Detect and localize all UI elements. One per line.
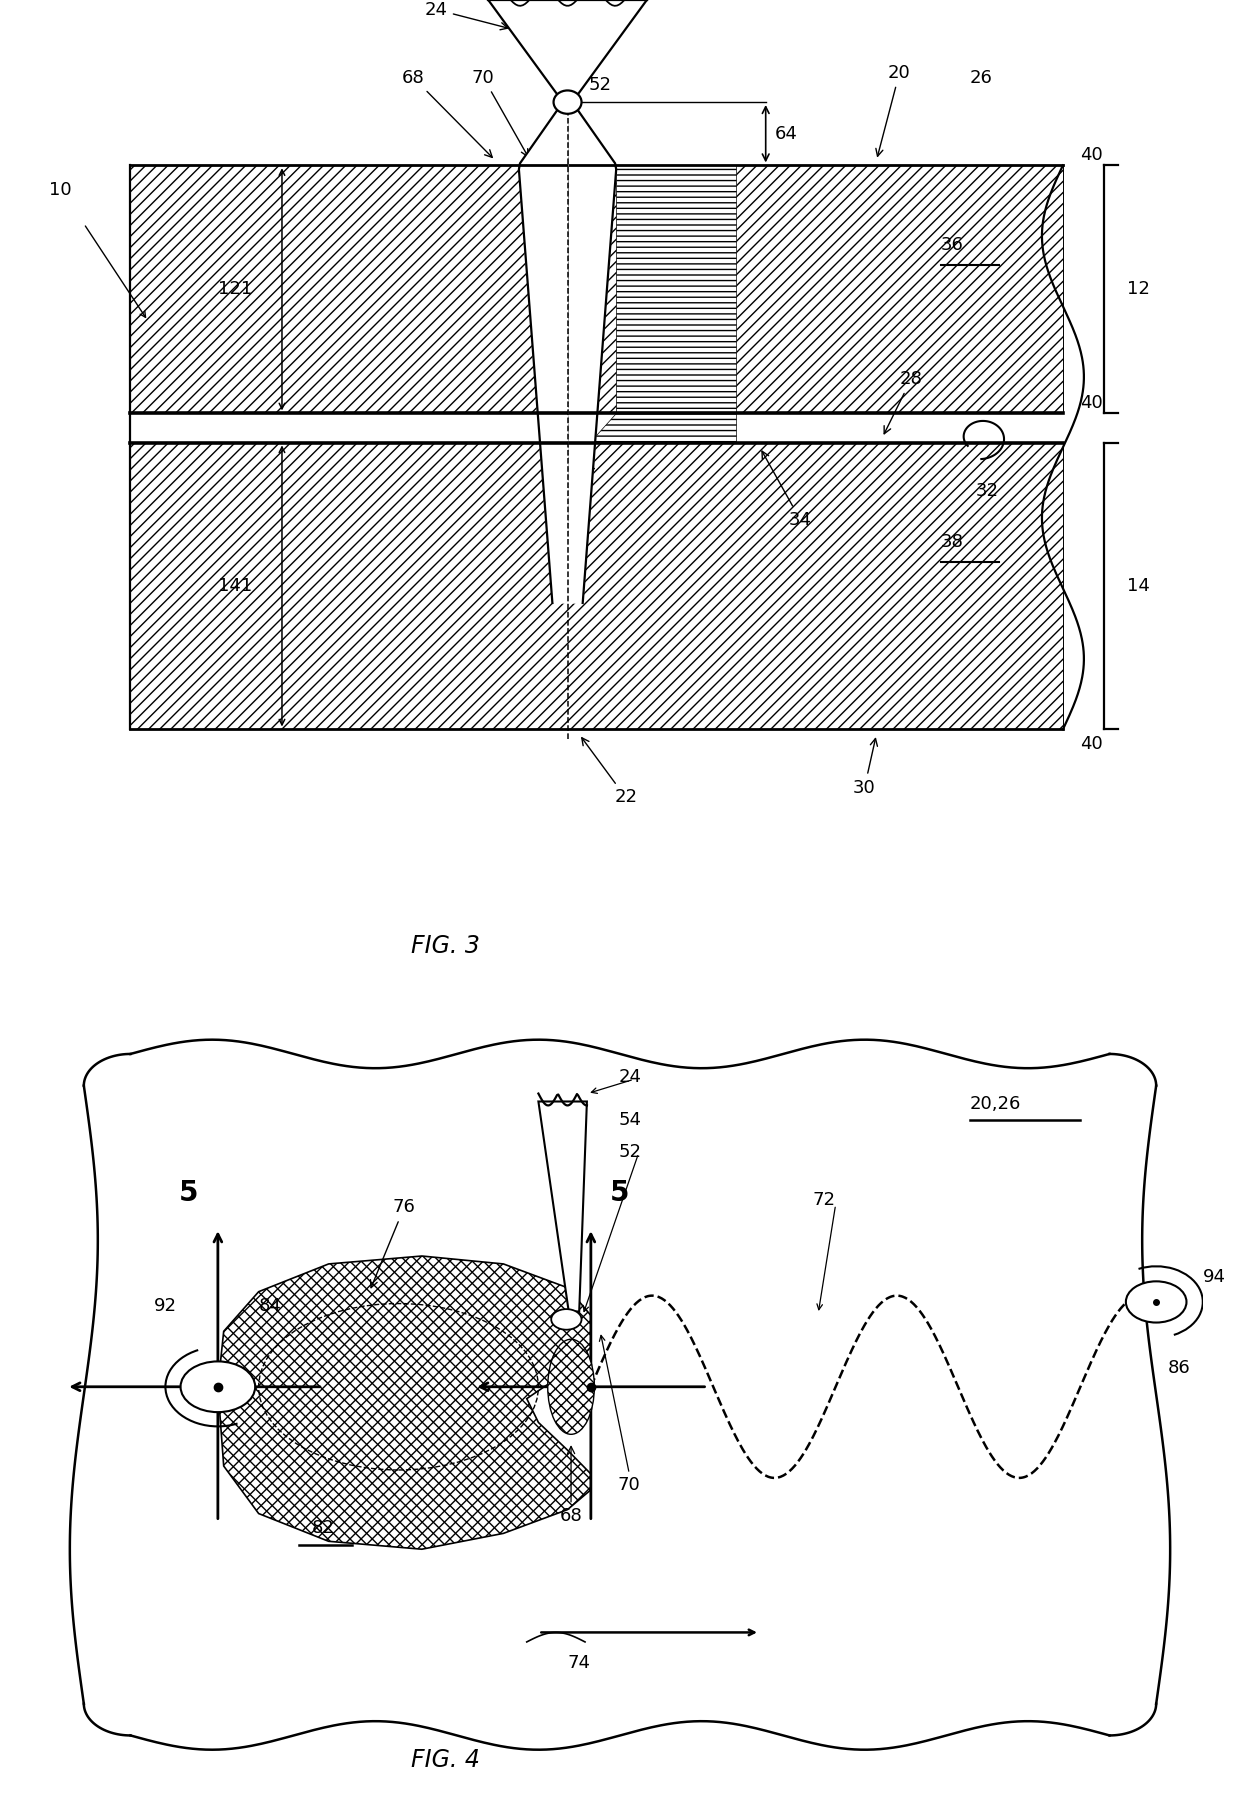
Text: 34: 34 bbox=[763, 452, 812, 529]
Bar bbox=[130, 443, 1063, 729]
Polygon shape bbox=[518, 103, 616, 603]
Text: 141: 141 bbox=[218, 576, 252, 594]
Text: 68: 68 bbox=[559, 1446, 583, 1525]
Polygon shape bbox=[590, 166, 737, 443]
Text: 44: 44 bbox=[573, 457, 596, 475]
Circle shape bbox=[181, 1362, 255, 1412]
Text: 70: 70 bbox=[472, 68, 528, 157]
Text: 14: 14 bbox=[1127, 576, 1149, 594]
Text: 22: 22 bbox=[582, 738, 637, 807]
Text: 20,26: 20,26 bbox=[970, 1095, 1021, 1113]
Text: 10: 10 bbox=[48, 180, 72, 198]
Text: 32: 32 bbox=[976, 483, 998, 501]
Text: 82: 82 bbox=[311, 1520, 335, 1538]
Text: 52: 52 bbox=[619, 1144, 642, 1162]
Text: 72: 72 bbox=[812, 1190, 836, 1208]
Text: 52: 52 bbox=[589, 76, 611, 94]
Text: 24: 24 bbox=[425, 0, 508, 31]
Text: 36: 36 bbox=[940, 236, 963, 254]
Polygon shape bbox=[538, 1102, 587, 1311]
Polygon shape bbox=[218, 1255, 591, 1549]
Text: 20: 20 bbox=[875, 63, 911, 157]
Text: 30: 30 bbox=[853, 738, 878, 796]
Text: 26: 26 bbox=[970, 68, 992, 86]
Text: 12: 12 bbox=[1127, 281, 1149, 299]
Text: 40: 40 bbox=[1080, 394, 1104, 412]
Text: 86: 86 bbox=[1168, 1360, 1190, 1378]
Text: 68: 68 bbox=[402, 68, 492, 157]
Text: 5: 5 bbox=[610, 1178, 630, 1207]
Circle shape bbox=[552, 1309, 582, 1329]
Text: FIG. 4: FIG. 4 bbox=[410, 1749, 480, 1772]
Text: 94: 94 bbox=[1203, 1268, 1226, 1286]
Text: FIG. 3: FIG. 3 bbox=[410, 935, 480, 958]
Text: 70: 70 bbox=[618, 1475, 640, 1493]
Text: 40: 40 bbox=[1080, 735, 1104, 753]
Text: 40: 40 bbox=[1080, 146, 1104, 164]
Text: 74: 74 bbox=[568, 1653, 590, 1671]
Text: 84: 84 bbox=[259, 1297, 281, 1315]
Text: 24: 24 bbox=[619, 1068, 642, 1086]
Text: 28: 28 bbox=[884, 371, 923, 434]
Text: 54: 54 bbox=[619, 1111, 642, 1129]
Circle shape bbox=[553, 90, 582, 113]
Text: 38: 38 bbox=[940, 533, 963, 551]
Circle shape bbox=[1126, 1281, 1187, 1322]
Text: 64: 64 bbox=[775, 124, 797, 142]
Text: 121: 121 bbox=[218, 281, 252, 299]
Text: 5: 5 bbox=[179, 1178, 198, 1207]
Text: 92: 92 bbox=[154, 1297, 177, 1315]
Text: 76: 76 bbox=[371, 1198, 415, 1288]
Ellipse shape bbox=[548, 1340, 594, 1434]
Bar bbox=[130, 166, 1063, 414]
